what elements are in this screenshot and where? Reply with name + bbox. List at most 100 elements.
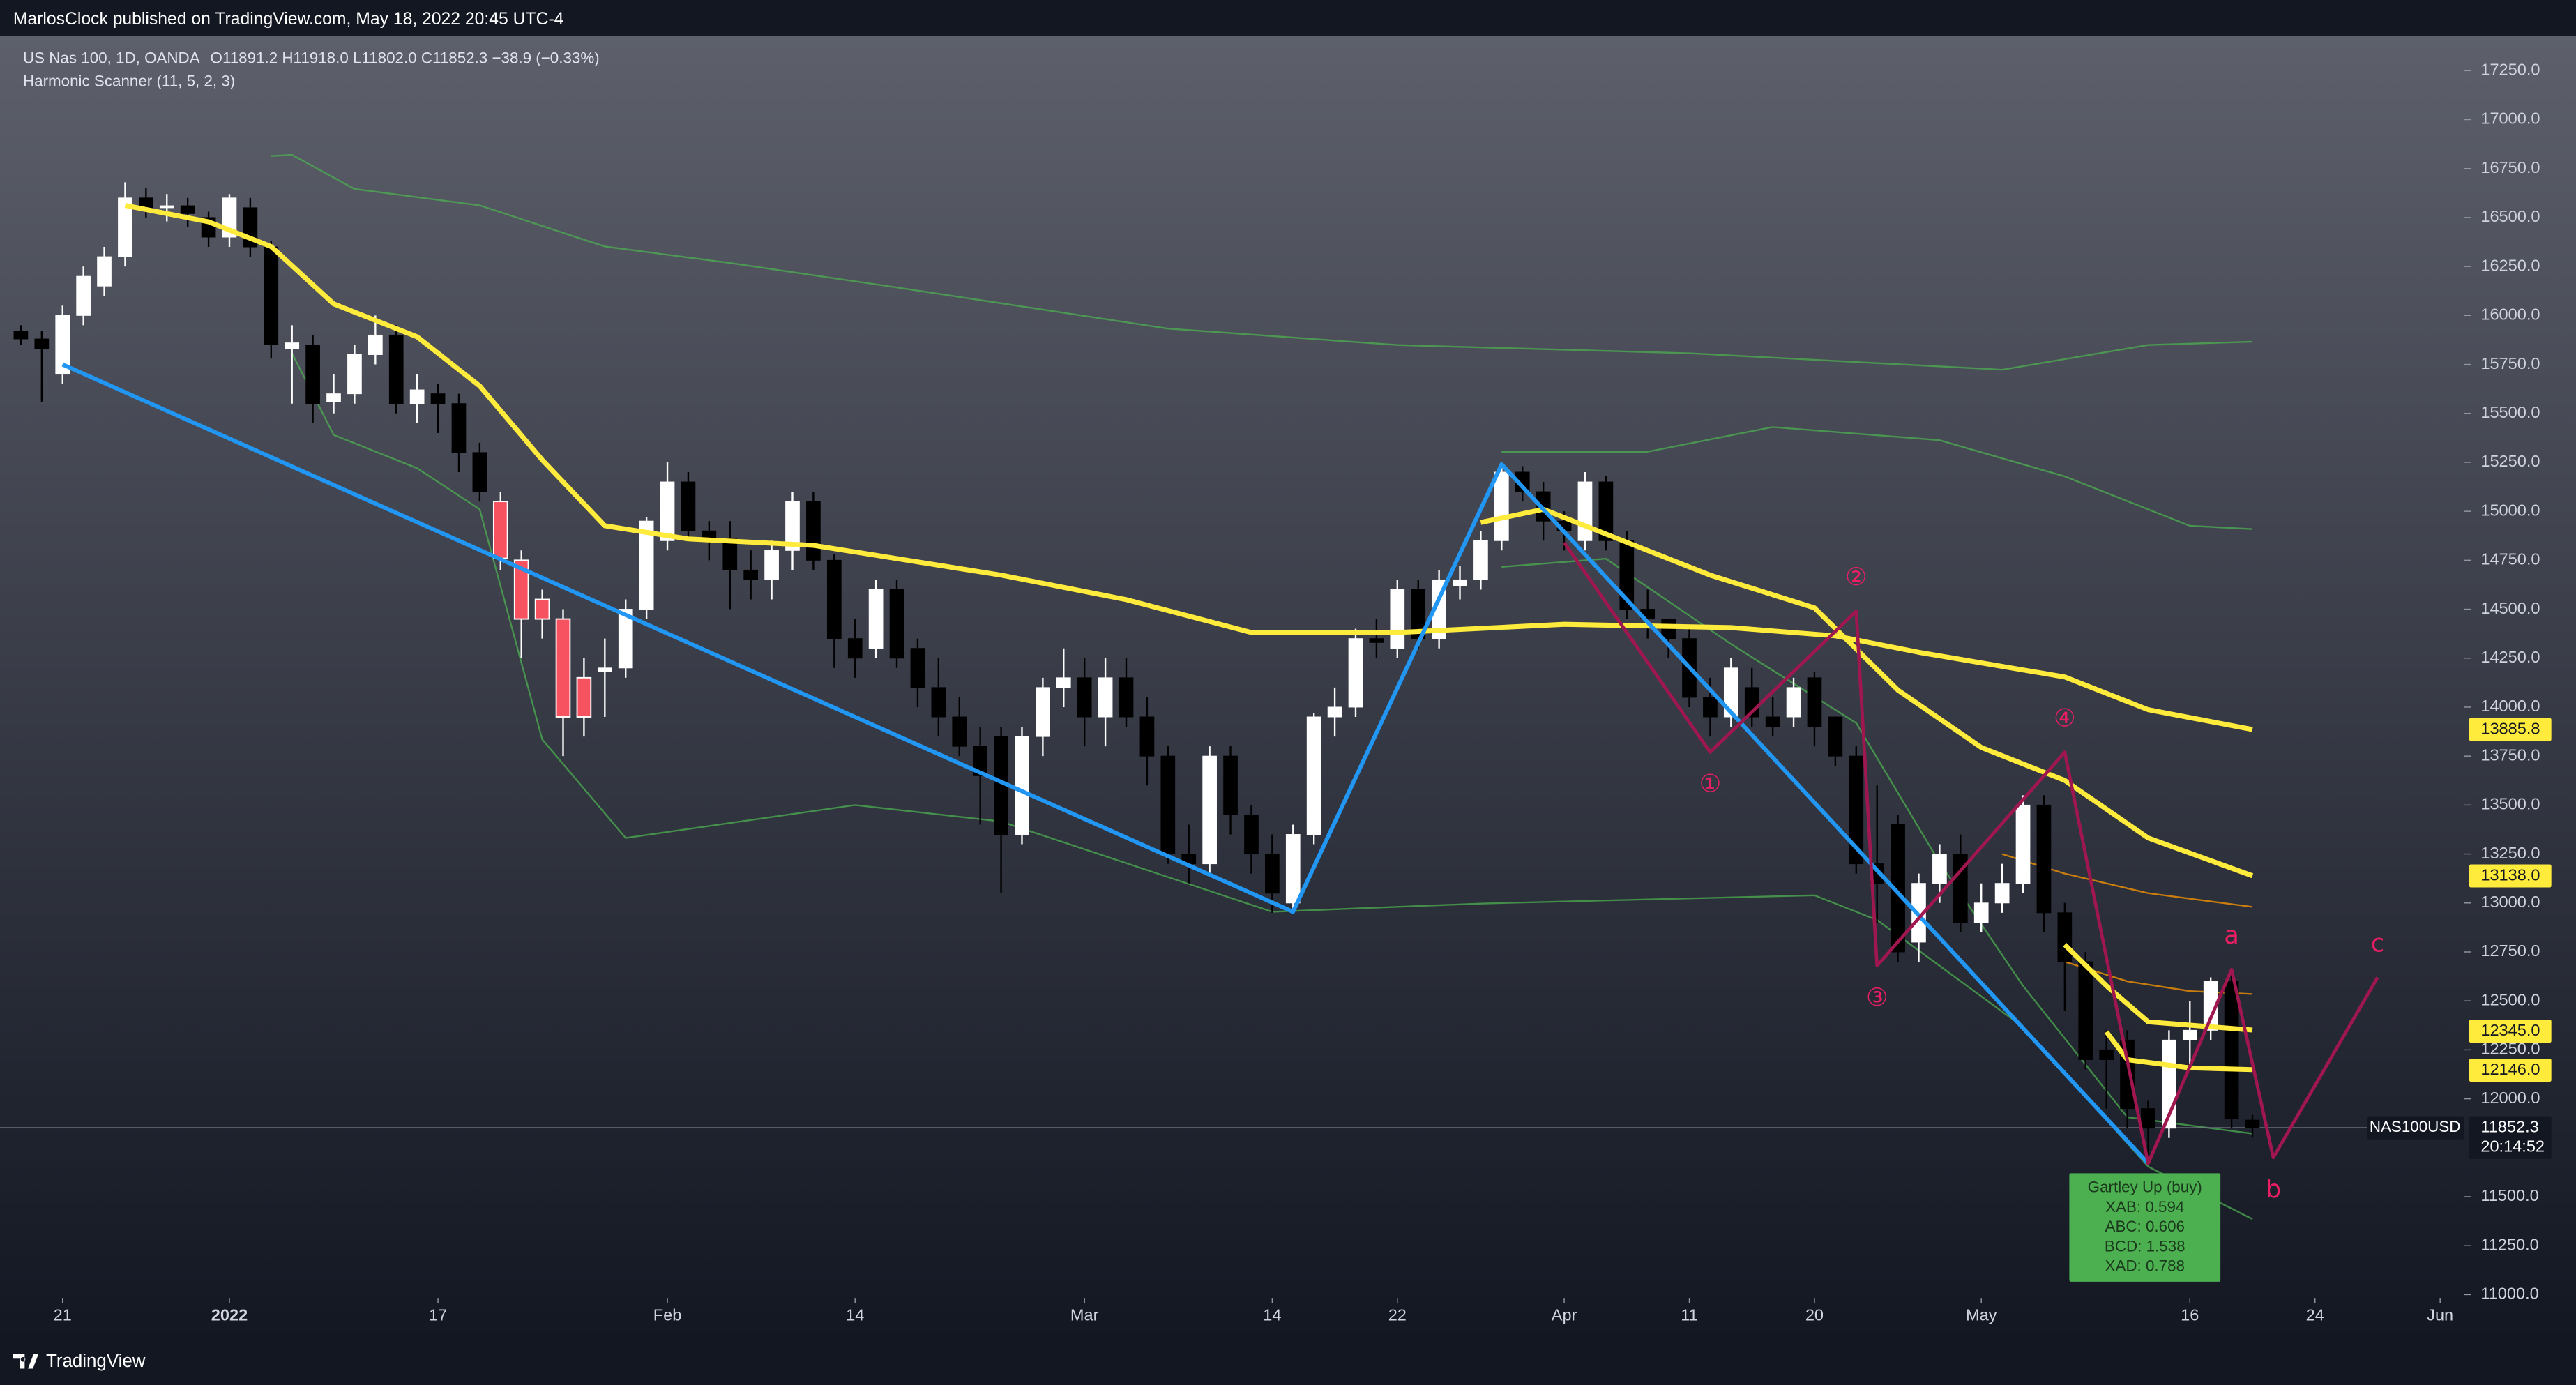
publisher: MarlosClock published on TradingView.com… <box>13 10 564 29</box>
y-tick-label: 15500.0 <box>2480 403 2540 421</box>
candle-body <box>1973 902 1989 923</box>
candle-body <box>472 452 487 492</box>
candle-body <box>868 589 884 649</box>
candle-body <box>910 648 925 688</box>
price-tag-label: 13885.8 <box>2480 719 2540 737</box>
candle-body <box>430 393 446 404</box>
price-tag-label: 12345.0 <box>2480 1021 2540 1039</box>
candle-body <box>576 676 592 718</box>
plot-background <box>0 36 2576 1340</box>
price-tag-label: 12146.0 <box>2480 1060 2540 1078</box>
indicator-name: Harmonic Scanner (11, 5, 2, 3) <box>23 73 235 90</box>
pattern-box: Gartley Up (buy) XAB: 0.594 ABC: 0.606 BCD:… <box>2069 1173 2221 1282</box>
y-tick-label: 15250.0 <box>2480 452 2540 470</box>
candle-body <box>973 746 987 776</box>
candle-body <box>743 569 759 580</box>
candle-body <box>1994 883 2010 904</box>
candle-body <box>368 334 383 355</box>
candle-body <box>555 618 571 718</box>
candle-body <box>180 205 195 214</box>
pattern-label: ④ <box>2054 704 2076 732</box>
pattern-label: ② <box>1845 563 1867 591</box>
candle-body <box>826 559 842 639</box>
y-tick-label: 14500.0 <box>2480 599 2540 617</box>
countdown-label: 20:14:52 <box>2480 1137 2545 1156</box>
y-tick-label: 16000.0 <box>2480 305 2540 324</box>
x-tick-label: 2022 <box>211 1305 248 1324</box>
brand[interactable]: TradingView <box>46 1352 146 1371</box>
candle-body <box>952 716 967 747</box>
candle-body <box>1807 677 1822 727</box>
candle-body <box>806 501 821 561</box>
price-tag-label: 13138.0 <box>2480 865 2540 884</box>
candle-body <box>97 256 112 287</box>
y-tick-label: 12750.0 <box>2480 941 2540 960</box>
moving-average <box>2063 943 2253 1033</box>
candle-body <box>1327 706 1342 718</box>
y-tick-label: 15750.0 <box>2480 354 2540 372</box>
y-tick-label: 13750.0 <box>2480 746 2540 764</box>
candle-body <box>1244 814 1259 855</box>
pattern-box-line: XAD: 0.788 <box>2105 1257 2185 1275</box>
candle-body <box>597 667 612 672</box>
candle-body <box>785 501 800 551</box>
candle-body <box>13 331 29 340</box>
candle-body <box>34 338 50 349</box>
y-tick-label: 14000.0 <box>2480 697 2540 715</box>
candle-body <box>1494 471 1509 541</box>
x-tick-label: 17 <box>429 1305 447 1324</box>
candle-body <box>264 246 279 345</box>
candle-body <box>409 389 425 404</box>
pattern-label: ③ <box>1866 983 1888 1012</box>
y-tick-label: 11250.0 <box>2480 1235 2538 1253</box>
candle-body <box>660 481 675 541</box>
candle-body <box>451 403 467 453</box>
footer: TradingView <box>13 1352 146 1371</box>
x-tick-label: Jun <box>2427 1305 2453 1324</box>
candle-body <box>1160 755 1176 855</box>
candle-body <box>347 354 362 395</box>
y-tick-label: 16250.0 <box>2480 256 2540 274</box>
moving-average <box>2104 1030 2253 1073</box>
candle-body <box>1139 716 1155 757</box>
x-tick-label: 22 <box>1388 1305 1407 1324</box>
y-tick-label: 13500.0 <box>2480 795 2540 813</box>
candle-body <box>1786 687 1801 718</box>
candle-body <box>55 315 70 375</box>
symbol: US Nas 100, 1D, OANDA <box>23 50 200 67</box>
pattern-label: b <box>2266 1175 2281 1204</box>
candle-body <box>764 550 779 580</box>
y-tick-label: 13000.0 <box>2480 893 2540 911</box>
x-tick-label: Apr <box>1552 1305 1577 1324</box>
y-tick-label: 12500.0 <box>2480 990 2540 1008</box>
candle-body <box>1703 697 1718 718</box>
candle-body <box>285 342 300 349</box>
candle-body <box>1723 667 1738 718</box>
candle-body <box>1348 638 1363 708</box>
pattern-label: ① <box>1699 770 1722 799</box>
y-tick-label: 11000.0 <box>2480 1285 2538 1303</box>
y-tick-label: 15000.0 <box>2480 501 2540 519</box>
pattern-label: c <box>2371 929 2384 958</box>
band-line <box>2001 853 2253 908</box>
candle-body <box>1390 589 1405 649</box>
candle-body <box>889 589 904 659</box>
candle-body <box>2224 981 2239 1119</box>
candle-body <box>2099 1049 2114 1060</box>
pattern-box-line: BCD: 1.538 <box>2105 1237 2185 1255</box>
y-tick-label: 14750.0 <box>2480 550 2540 568</box>
candle-body <box>534 598 550 620</box>
pattern-line <box>1563 541 2379 1165</box>
x-tick-label: 20 <box>1805 1305 1824 1324</box>
candle-body <box>618 609 633 669</box>
candle-body <box>388 334 404 404</box>
candle-body <box>1306 716 1321 835</box>
band-line <box>271 153 2253 371</box>
candle-body <box>1098 677 1113 718</box>
candle-body <box>1265 854 1280 894</box>
candle-body <box>931 687 946 718</box>
candle-body <box>2141 1108 2155 1129</box>
y-tick-label: 17000.0 <box>2480 109 2540 128</box>
